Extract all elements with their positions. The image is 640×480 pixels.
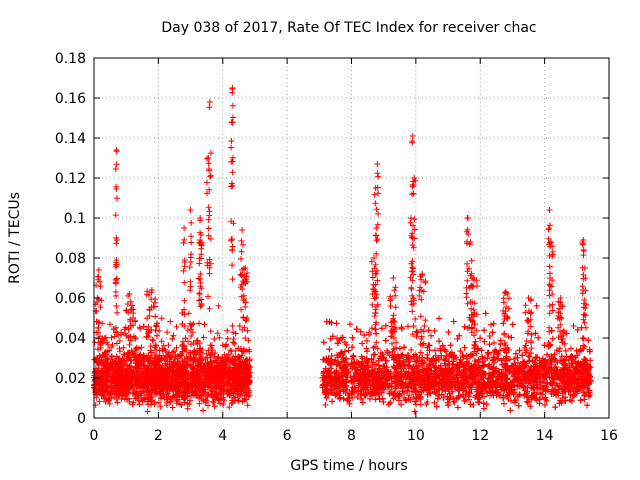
data-point (132, 346, 139, 353)
data-point (181, 363, 188, 370)
data-point (164, 329, 171, 336)
data-point (185, 338, 191, 345)
data-point (184, 327, 191, 334)
data-point (204, 354, 211, 361)
data-points (91, 85, 595, 415)
data-point (211, 336, 218, 342)
data-point (227, 347, 234, 354)
data-point (117, 359, 124, 365)
data-point (189, 329, 196, 336)
data-point (95, 318, 101, 325)
data-point (111, 333, 118, 340)
data-point (104, 339, 110, 346)
data-point (108, 344, 115, 351)
data-point (156, 399, 162, 406)
data-point (245, 337, 252, 344)
data-point (166, 374, 173, 380)
data-point (196, 400, 203, 407)
data-point (193, 338, 200, 345)
data-point (244, 402, 251, 409)
data-point (230, 339, 237, 346)
data-point (96, 353, 103, 359)
data-point (96, 398, 103, 405)
data-point (169, 336, 176, 342)
data-point (114, 340, 120, 347)
data-point (158, 315, 165, 322)
data-point (320, 339, 327, 346)
data-point (242, 335, 249, 342)
data-point (131, 389, 138, 395)
data-point (224, 335, 231, 342)
data-point (165, 342, 172, 349)
data-point (136, 401, 143, 408)
data-point (246, 346, 253, 353)
data-point (144, 408, 151, 415)
data-point (216, 334, 223, 341)
data-point (226, 404, 233, 411)
chart-title: Day 038 of 2017, Rate Of TEC Index for r… (161, 20, 536, 36)
data-point (105, 341, 111, 348)
data-point (231, 340, 238, 347)
data-point (190, 339, 197, 346)
data-point (173, 344, 180, 351)
data-point (114, 399, 121, 406)
data-point (116, 360, 123, 367)
data-point (241, 324, 248, 331)
data-point (185, 310, 192, 317)
data-point (221, 397, 228, 404)
data-point (156, 347, 163, 354)
data-point (170, 332, 177, 339)
data-point (160, 352, 166, 359)
data-point (172, 352, 179, 359)
data-point (175, 393, 182, 400)
data-point (196, 320, 202, 327)
data-point (217, 400, 224, 407)
data-point (107, 321, 113, 328)
data-point (205, 402, 211, 409)
data-point (184, 405, 191, 412)
data-point (443, 348, 449, 355)
data-point (200, 334, 207, 341)
data-point (162, 346, 168, 353)
data-point (411, 408, 418, 415)
data-point (215, 302, 222, 309)
data-point (186, 401, 193, 408)
data-point (99, 320, 106, 327)
data-point (174, 396, 181, 403)
data-point (221, 351, 228, 358)
data-point (157, 403, 164, 410)
data-point (169, 404, 176, 411)
data-point (214, 330, 221, 337)
data-point (173, 323, 180, 330)
data-point (224, 327, 231, 334)
data-point (156, 327, 163, 334)
data-point (236, 323, 243, 329)
data-point (140, 352, 147, 359)
data-point (201, 321, 208, 328)
data-point (120, 344, 127, 351)
data-point (158, 395, 164, 402)
data-point (219, 342, 226, 349)
data-point (200, 407, 207, 414)
data-point (220, 401, 227, 408)
data-point (203, 350, 210, 357)
data-point (167, 318, 174, 325)
data-point (131, 348, 138, 355)
data-point (108, 334, 115, 341)
data-point (138, 344, 145, 351)
